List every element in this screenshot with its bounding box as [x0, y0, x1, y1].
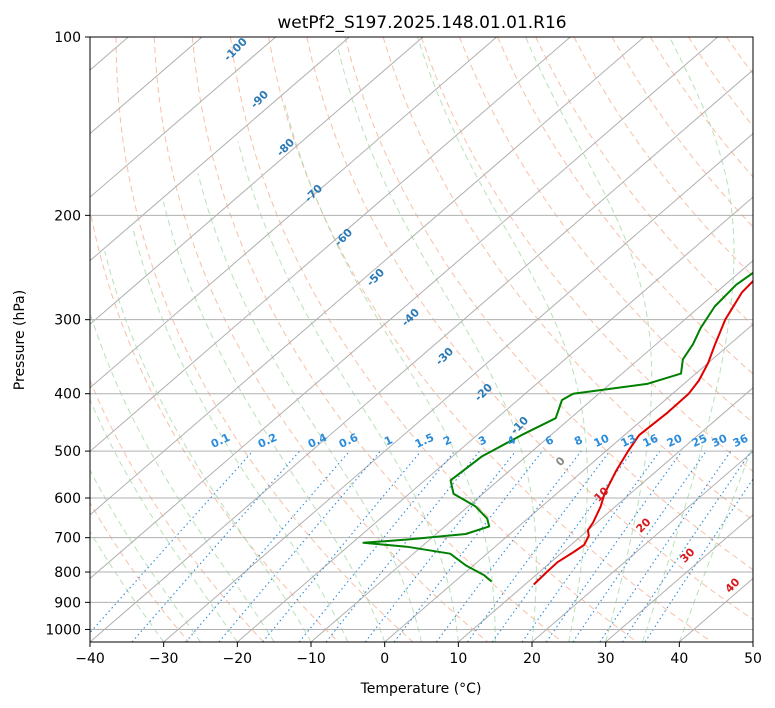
dry-adiabat-line	[230, 37, 638, 642]
moist-adiabat-line	[132, 227, 349, 642]
x-tick-label: 30	[597, 651, 615, 667]
x-tick-label: −20	[223, 651, 253, 667]
x-tick-label: −10	[296, 651, 326, 667]
dry-adiabat-line	[306, 37, 753, 621]
mixing-ratio-line	[298, 450, 456, 642]
isotherm-line	[605, 514, 753, 642]
chart-title: wetPf2_S197.2025.148.01.01.R16	[277, 13, 566, 33]
mixing-ratio-line	[131, 450, 301, 642]
dewpoint-profile-line	[362, 271, 753, 583]
moist-adiabat-line	[90, 469, 201, 642]
x-axis: −40 −30 −20 −10 0 10 20 30 40 50	[75, 642, 762, 667]
isotherm-line	[90, 37, 718, 580]
mixing-ratio-line	[185, 450, 351, 642]
mixing-ratio-line	[572, 450, 707, 642]
moist-adiabat-line	[163, 201, 386, 642]
y-axis: 100 200 300 400 500 600 700 800 900 1000	[45, 30, 90, 638]
isotherm-line	[90, 37, 350, 262]
mixing-ratio-label: 13	[619, 432, 638, 450]
x-tick-label: 0	[380, 651, 389, 667]
isotherm-line	[90, 37, 424, 325]
y-tick-label: 100	[54, 30, 81, 46]
isotherm-line	[90, 37, 497, 389]
moist-adiabat-line	[337, 49, 537, 642]
isotherm-line	[531, 450, 753, 642]
x-axis-title: Temperature (°C)	[360, 681, 482, 697]
isotherm-line	[237, 196, 753, 642]
mixing-ratio-line	[325, 450, 481, 642]
isotherm-line	[90, 37, 645, 516]
mixing-ratio-label: 20	[665, 432, 685, 450]
y-tick-label: 700	[54, 531, 81, 547]
mixing-ratio-line	[621, 450, 752, 642]
plot-frame	[89, 36, 754, 643]
mixing-ratio-label: 25	[690, 432, 709, 450]
mixing-ratio-label: 36	[731, 432, 751, 450]
y-tick-label: 400	[54, 387, 81, 403]
y-axis-title: Pressure (hPa)	[12, 290, 28, 390]
mixing-ratio-label: 16	[641, 432, 661, 450]
mixing-ratio-label: 10	[592, 432, 612, 450]
mixing-ratio-line	[435, 450, 582, 642]
moist-adiabat-line	[678, 443, 753, 642]
temperature-profile-line	[533, 279, 753, 586]
y-tick-label: 300	[54, 313, 81, 329]
isotherm-line	[90, 69, 753, 642]
isotherm-line	[458, 387, 753, 642]
x-tick-label: 20	[523, 651, 541, 667]
moist-adiabat-line	[642, 37, 735, 642]
moist-adiabat-line	[525, 37, 653, 642]
x-tick-label: −30	[149, 651, 179, 667]
x-tick-label: 10	[449, 651, 467, 667]
mixing-ratio-line	[644, 478, 753, 642]
dry-adiabat-line	[191, 37, 563, 642]
dry-adiabat-line	[420, 37, 753, 473]
y-tick-label: 900	[54, 595, 81, 611]
mixing-ratio-line	[90, 450, 254, 634]
moist-adiabat-line	[284, 104, 496, 642]
x-tick-label: −40	[75, 651, 105, 667]
sounding-profiles	[362, 271, 753, 586]
dry-adiabat-line	[535, 37, 753, 326]
moist-adiabat-line	[197, 173, 422, 642]
mixing-ratio-label: 30	[710, 432, 730, 450]
y-tick-label: 1000	[45, 622, 81, 638]
x-tick-label: 40	[670, 651, 688, 667]
isotherm-line	[310, 260, 753, 642]
y-tick-label: 200	[54, 208, 81, 224]
moist-adiabat-line	[417, 37, 588, 642]
y-tick-label: 800	[54, 565, 81, 581]
moist-adiabat-line	[90, 398, 238, 642]
isotherm-line	[163, 132, 753, 642]
isotherm-line	[384, 323, 753, 642]
mixing-ratio-line	[521, 450, 661, 642]
mixing-ratio-line	[364, 450, 517, 642]
mixing-ratio-line	[545, 450, 683, 642]
dry-adiabat-line	[344, 37, 753, 571]
dry-adiabat-line	[497, 37, 753, 375]
isotherm-line	[90, 37, 571, 453]
mixing-ratio-line	[599, 450, 732, 642]
isotherm-line	[90, 37, 276, 198]
y-tick-label: 500	[54, 444, 81, 460]
moist-adiabat-line	[104, 251, 312, 642]
x-tick-label: 50	[744, 651, 762, 667]
y-tick-label: 600	[54, 491, 81, 507]
dry-adiabat-line	[268, 37, 712, 642]
moist-adiabat-line	[90, 311, 275, 642]
dry-adiabat-line	[153, 37, 488, 642]
plot-area	[90, 37, 753, 642]
dry-adiabat-line	[90, 378, 264, 642]
